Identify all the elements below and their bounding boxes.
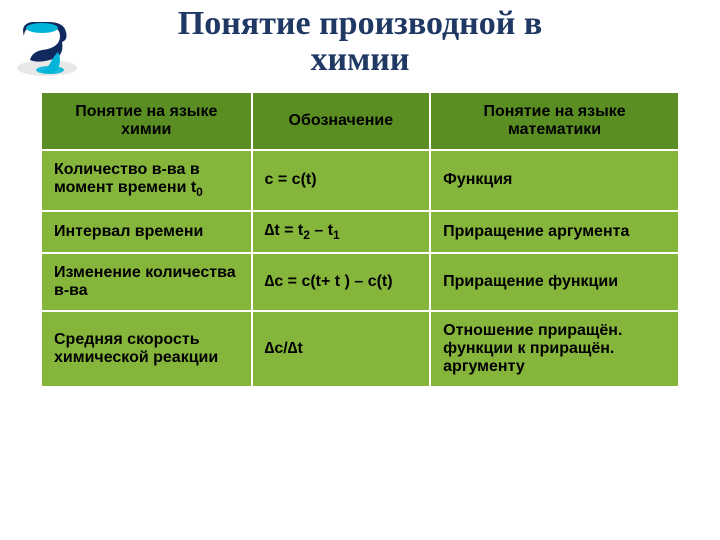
cell-chem: Интервал времени	[41, 211, 252, 253]
liquid-top	[26, 23, 58, 33]
cell-notation: ∆c/∆t	[252, 311, 431, 387]
table-row: Количество в-ва в момент времени t0 c = …	[41, 150, 679, 210]
cell-chem: Изменение количества в-ва	[41, 253, 252, 311]
cell-chem: Количество в-ва в момент времени t0	[41, 150, 252, 210]
cell-notation: ∆c = c(t+ t ) – c(t)	[252, 253, 431, 311]
table-row: Изменение количества в-ва ∆c = c(t+ t ) …	[41, 253, 679, 311]
concepts-table: Понятие на языке химии Обозначение Понят…	[40, 91, 680, 387]
table-header-row: Понятие на языке химии Обозначение Понят…	[41, 92, 679, 150]
cell-chem: Средняя скорость химической реакции	[41, 311, 252, 387]
page-title: Понятие производной в химии	[0, 0, 720, 77]
col-notation: Обозначение	[252, 92, 431, 150]
cell-math: Приращение функции	[430, 253, 679, 311]
table-row: Интервал времени ∆t = t2 – t1 Приращение…	[41, 211, 679, 253]
cell-notation: ∆t = t2 – t1	[252, 211, 431, 253]
cell-math: Функция	[430, 150, 679, 210]
cell-math: Приращение аргумента	[430, 211, 679, 253]
table-row: Средняя скорость химической реакции ∆c/∆…	[41, 311, 679, 387]
cell-notation: c = c(t)	[252, 150, 431, 210]
cell-math: Отношение приращён. функции к приращён. …	[430, 311, 679, 387]
col-math: Понятие на языке математики	[430, 92, 679, 150]
col-chem: Понятие на языке химии	[41, 92, 252, 150]
puddle	[36, 66, 64, 74]
beaker-icon	[12, 18, 82, 78]
